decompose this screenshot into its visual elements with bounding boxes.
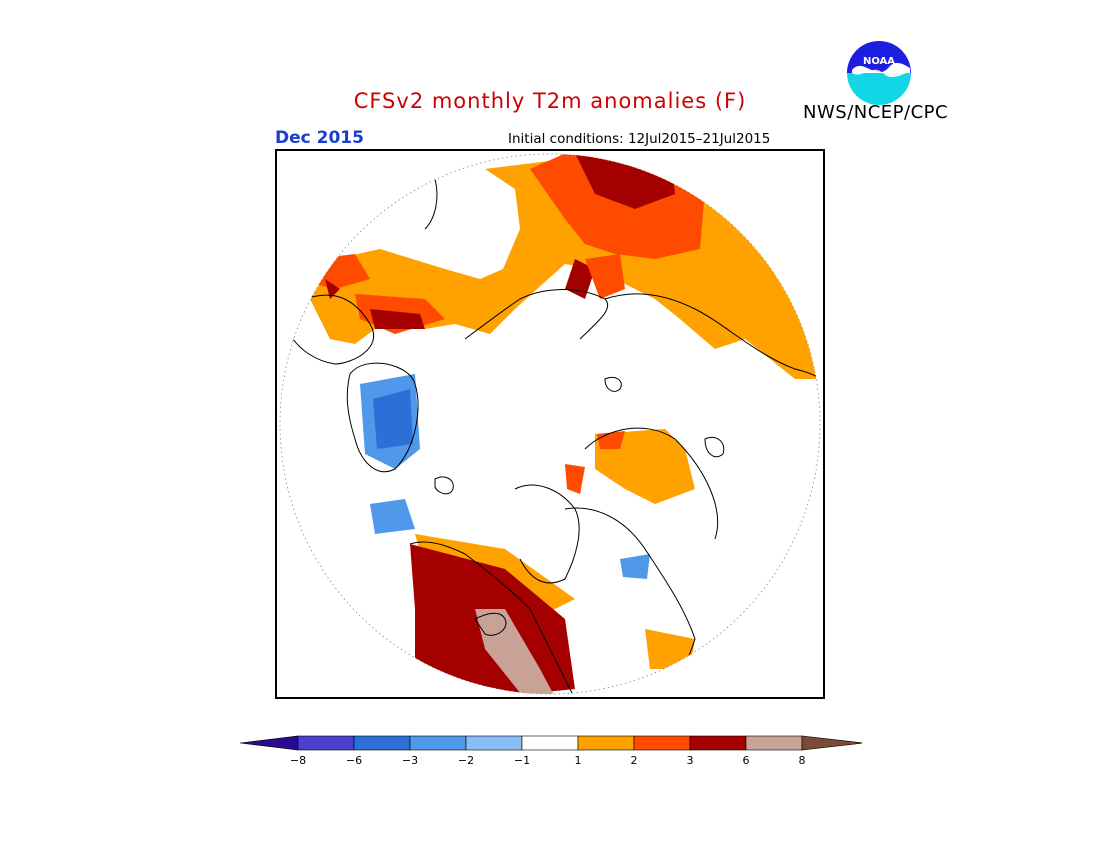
agency-label: NWS/NCEP/CPC bbox=[803, 102, 949, 123]
coast-europe bbox=[292, 294, 375, 365]
scandinavia-anomaly-red bbox=[585, 254, 625, 299]
colorbar-box bbox=[297, 735, 355, 751]
colorbar-tick-label: 3 bbox=[687, 754, 694, 767]
colorbar-tick-label: 8 bbox=[799, 754, 806, 767]
coast-islands-1 bbox=[434, 476, 454, 495]
polar-map bbox=[275, 149, 825, 699]
colorbar-arrow-low bbox=[240, 735, 299, 751]
colorbar-tick-label: −2 bbox=[458, 754, 474, 767]
forecast-month: Dec 2015 bbox=[275, 128, 364, 148]
noaa-logo-text: NOAA bbox=[863, 56, 895, 67]
coast-islands-4 bbox=[424, 178, 438, 230]
initial-conditions: Initial conditions: 12Jul2015–21Jul2015 bbox=[508, 131, 771, 147]
coast-scandinavia bbox=[464, 289, 608, 340]
colorbar-tick-label: 2 bbox=[631, 754, 638, 767]
colorbar-box bbox=[745, 735, 803, 751]
siberia-anomaly-red bbox=[565, 431, 625, 494]
map-border bbox=[275, 149, 825, 699]
greenland-anomaly-darkblue bbox=[373, 389, 413, 449]
colorbar-box bbox=[577, 735, 635, 751]
noaa-logo: NOAA bbox=[847, 41, 911, 105]
colorbar-tick-label: 6 bbox=[743, 754, 750, 767]
europe-anomaly-darkred bbox=[325, 259, 595, 329]
colorbar-box bbox=[633, 735, 691, 751]
namerica-anomaly-tan bbox=[475, 609, 555, 694]
coast-canada bbox=[514, 484, 580, 584]
colorbar: −8 −6 −3 −2 −1 1 2 3 6 8 bbox=[240, 735, 862, 767]
colorbar-tick-label: 1 bbox=[575, 754, 582, 767]
colorbar-arrow-high bbox=[801, 735, 862, 751]
pacific-anomaly-orange bbox=[645, 629, 695, 669]
coast-islands-2 bbox=[604, 376, 622, 392]
colorbar-box bbox=[409, 735, 467, 751]
coast-hudson bbox=[474, 612, 507, 636]
coast-namerica bbox=[409, 541, 576, 694]
canada-anomaly-blue bbox=[370, 499, 415, 534]
colorbar-tick-label: −1 bbox=[514, 754, 530, 767]
colorbar-box bbox=[465, 735, 523, 751]
alaska-anomaly-blue bbox=[620, 554, 650, 579]
coast-islands-3 bbox=[704, 436, 725, 458]
coast-greenland bbox=[346, 362, 419, 473]
coast-siberia-east bbox=[584, 427, 719, 540]
colorbar-box bbox=[689, 735, 747, 751]
coast-asia bbox=[604, 293, 820, 385]
colorbar-tick-label: −3 bbox=[402, 754, 418, 767]
colorbar-box bbox=[521, 735, 579, 751]
colorbar-box bbox=[353, 735, 411, 751]
colorbar-tick-label: −8 bbox=[290, 754, 306, 767]
chart-title: CFSv2 monthly T2m anomalies (F) bbox=[353, 89, 747, 113]
colorbar-tick-label: −6 bbox=[346, 754, 362, 767]
